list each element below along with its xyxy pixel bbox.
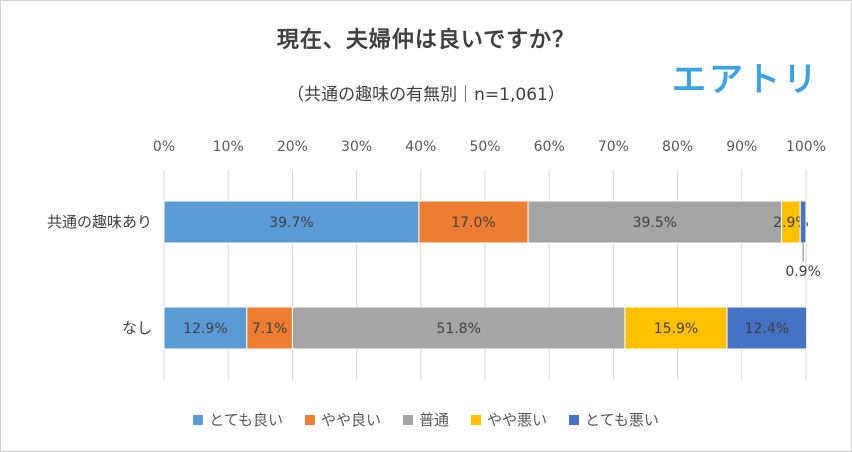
legend-label: やや悪い [487,411,548,429]
bar-segment [291,306,626,350]
bar-segment [726,306,808,350]
x-tick-label: 40% [405,139,436,155]
legend-label: 普通 [418,411,449,429]
legend-item: とても良い [193,409,283,430]
x-tick-label: 10% [213,139,244,155]
data-label: 0.9% [785,264,821,280]
chart-subtitle: （共通の趣味の有無別｜n=1,061） [287,85,565,105]
stacked-bar-chart: 0% 10% 20% 30% 40% 50% 60% 70% 80% 90% 100% 共通の趣味あり… [47,139,826,380]
legend-item: やや良い [304,409,381,430]
brand-logo: エアトリ [672,60,820,100]
bar-segment [163,200,420,244]
x-tick-label: 30% [341,139,372,155]
data-label: 12.9% [183,321,227,337]
legend-swatch [402,414,413,425]
legend-item: やや悪い [471,409,547,430]
legend-swatch [569,414,580,425]
category-label: 共通の趣味あり [47,213,152,231]
legend-swatch [471,414,481,425]
data-label: 15.9% [654,321,698,337]
data-label: 39.7% [269,215,313,231]
data-label: 12.4% [745,321,789,337]
legend-item: とても悪い [569,409,659,430]
legend-label: とても悪い [585,411,659,429]
x-tick-label: 60% [534,139,565,155]
bar-segment [799,200,807,244]
bar-segment [527,200,783,244]
x-tick-label: 80% [662,139,693,155]
legend-swatch [304,414,315,425]
bar-segment [418,200,529,244]
legend-label: とても良い [209,411,283,429]
legend-swatch [193,414,204,425]
chart-title: 現在、夫婦仲は良いですか？ [276,28,576,53]
legend-item: 普通 [402,409,449,430]
bar-segment [163,306,248,350]
x-tick-label: 50% [469,139,500,155]
x-tick-label: 0% [153,139,175,155]
x-tick-label: 90% [726,139,757,155]
x-tick-label: 70% [598,139,629,155]
x-tick-label: 20% [277,139,308,155]
data-label: 39.5% [633,215,677,231]
bar-segment [624,306,728,350]
category-label: なし [122,319,152,337]
legend-label: やや良い [320,411,381,429]
data-label: 51.8% [436,321,480,337]
legend: とても良い やや良い 普通 やや悪い とても悪い [0,409,852,430]
data-label: 17.0% [451,215,495,231]
x-tick-label: 100% [786,139,826,155]
data-label: 7.1% [252,321,288,337]
